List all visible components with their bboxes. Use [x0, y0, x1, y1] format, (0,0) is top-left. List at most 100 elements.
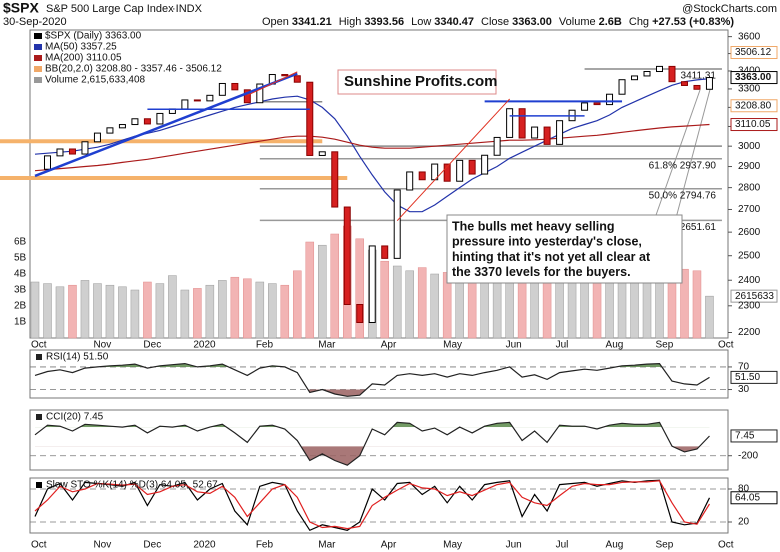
volume-bar: [243, 278, 252, 339]
volume-bar: [268, 283, 277, 339]
candle: [543, 126, 551, 145]
quote-value: +27.53 (+0.83%): [652, 16, 734, 28]
candle: [131, 118, 139, 126]
volume-bar: [168, 275, 177, 339]
candle: [193, 99, 201, 102]
threshold-fill: [44, 422, 662, 428]
candle: [493, 136, 501, 156]
last-value-label: 3363.00: [735, 72, 772, 83]
candle: [68, 148, 76, 155]
watermark-text: Profits.com: [415, 73, 498, 90]
y-tick-label: 80: [738, 484, 750, 495]
candle: [343, 206, 351, 306]
candle: [256, 83, 264, 104]
x-tick-label: Nov: [93, 340, 111, 351]
y-tick-label: 2500: [738, 250, 761, 261]
volume-bar: [218, 280, 227, 339]
panel-frame: [29, 477, 729, 534]
volume-bar: [305, 241, 315, 339]
volume-bar: [43, 283, 52, 339]
trend-line: [34, 72, 298, 178]
watermark-text: Sunshine: [344, 73, 412, 90]
candle: [631, 75, 639, 81]
candle: [181, 99, 189, 110]
x-tick-label: Nov: [93, 540, 111, 551]
x-tick-label: Aug: [606, 340, 624, 351]
x-tick-label: Dec: [143, 340, 161, 351]
last-value-label: 3208.80: [735, 100, 772, 111]
last-value-label: 3506.12: [735, 47, 772, 58]
volume-tick-label: 6B: [14, 237, 27, 248]
volume-bar: [93, 283, 102, 339]
x-tick-label: Oct: [718, 540, 734, 551]
source: @StockCharts.com: [682, 3, 777, 15]
candle: [81, 141, 89, 155]
candle: [143, 118, 151, 125]
y-tick-label: 3300: [738, 84, 761, 95]
candle: [356, 304, 364, 323]
last-value-label: 51.50: [735, 372, 760, 383]
x-tick-label: Feb: [256, 340, 274, 351]
last-value-box: [730, 46, 778, 60]
candle: [318, 151, 326, 156]
volume-bar: [193, 288, 202, 339]
candle: [106, 127, 114, 134]
legend-swatch: [34, 77, 42, 83]
panel-frame: [29, 29, 729, 339]
threshold-fill: [307, 389, 366, 397]
candle: [206, 94, 214, 102]
volume-bar: [130, 289, 140, 339]
x-tick-label: Jun: [506, 340, 522, 351]
candle: [693, 84, 701, 90]
x-tick-label: Feb: [256, 540, 274, 551]
callout-text: hinting that it's not yet all clear at: [452, 250, 651, 264]
candle: [556, 120, 564, 145]
legend-label: Volume 2,615,633,408: [45, 75, 146, 86]
callout-pointer: [654, 89, 701, 219]
candle: [618, 79, 626, 95]
volume-bar: [280, 284, 290, 339]
quote-label: Close: [481, 16, 509, 28]
candle: [156, 112, 164, 125]
x-tick-label: May: [443, 540, 462, 551]
volume-bar: [255, 281, 265, 339]
y-tick-label: 2700: [738, 204, 761, 215]
level-label: 3411.31: [681, 71, 717, 82]
candle: [418, 171, 426, 181]
quote-value: 2.6B: [599, 16, 622, 28]
volume-bar: [80, 280, 90, 339]
volume-bar: [293, 270, 302, 339]
last-value-box: [730, 71, 778, 85]
x-tick-label: May: [443, 340, 462, 351]
candle: [468, 159, 476, 175]
x-tick-label: Oct: [31, 340, 47, 351]
volume-bar: [180, 289, 190, 339]
callout-text: pressure into yesterday's close,: [452, 235, 642, 249]
x-tick-label: Dec: [143, 540, 161, 551]
quote-label: Low: [411, 16, 431, 28]
quote-label: High: [339, 16, 362, 28]
exchange: ·INDX: [172, 3, 203, 15]
panel-frame: [29, 349, 729, 399]
candle: [331, 151, 339, 208]
y-tick-label: 70: [738, 362, 750, 373]
y-tick-label: 20: [738, 517, 750, 528]
x-tick-label: Sep: [656, 340, 674, 351]
panel-title: Slow STO %K(14) %D(3) 64.05,: [46, 480, 189, 491]
quote-label: Volume: [559, 16, 596, 28]
candle: [281, 74, 289, 77]
indicator-line: [34, 479, 711, 532]
candle: [381, 245, 389, 259]
last-value-label: 7.45: [735, 431, 755, 442]
quote-value: 3393.56: [364, 16, 404, 28]
last-value-label: 3110.05: [735, 119, 771, 130]
candle: [393, 189, 401, 259]
legend-swatch: [34, 55, 42, 61]
x-tick-label: Oct: [718, 340, 734, 351]
volume-bar: [380, 260, 389, 339]
candle: [443, 163, 451, 182]
candle: [531, 126, 539, 139]
indicator-line: [34, 421, 710, 466]
volume-bar: [405, 270, 414, 339]
x-tick-label: Oct: [31, 540, 47, 551]
